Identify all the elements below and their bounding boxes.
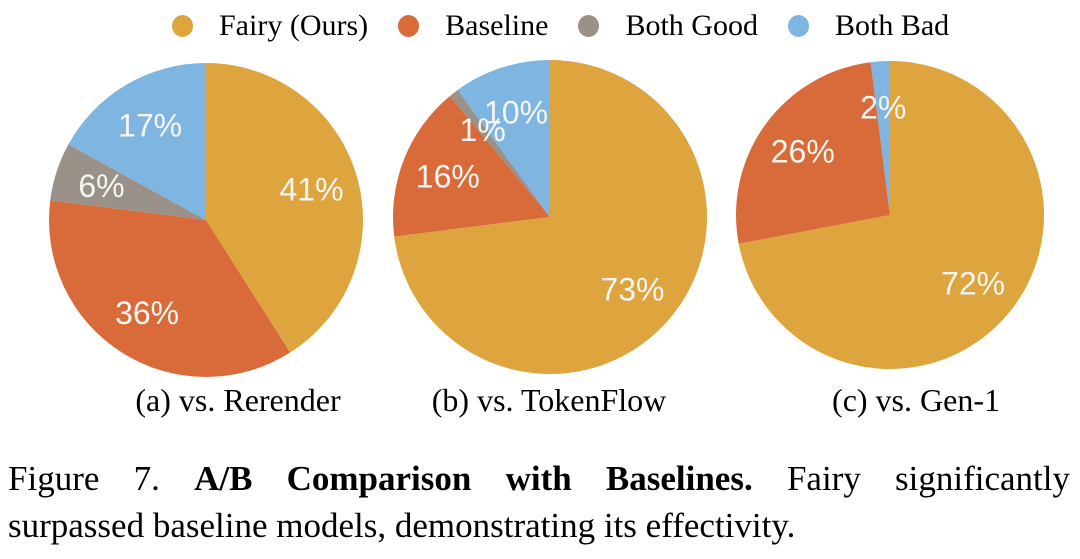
pie-pct-label-both_bad: 17% — [118, 107, 182, 143]
pie-slice-baseline — [49, 200, 291, 377]
caption-line-1: Figure 7. A/B Comparison with Baselines.… — [8, 455, 1070, 502]
legend-label-both-good: Both Good — [625, 9, 758, 42]
pie-pct-label-both_good: 6% — [78, 168, 124, 204]
caption-line1-rest: Fairy significantly — [786, 459, 1070, 498]
pie-slice-both_good — [449, 89, 550, 217]
legend-label-both-bad: Both Bad — [834, 9, 950, 42]
both-good-swatch-icon — [578, 15, 600, 37]
pie-slice-both_bad — [457, 60, 550, 217]
pie-slice-baseline — [393, 96, 550, 237]
subcaption-vs-gen1: (c) vs. Gen-1 — [832, 382, 1000, 418]
legend-label-baseline: Baseline — [445, 9, 549, 42]
pie-pct-label-baseline: 36% — [115, 295, 179, 331]
pie-slice-fairy — [738, 61, 1044, 369]
pie-pct-label-both_bad: 2% — [860, 89, 906, 125]
pie-pct-label-fairy: 73% — [600, 272, 664, 308]
pie-chart-vs-gen1: 72% 26% 2% — [736, 61, 1044, 369]
pie-pct-label-baseline: 26% — [771, 134, 835, 170]
legend-item-both-bad: Both Bad — [787, 8, 950, 44]
fairy-swatch-icon — [172, 15, 193, 37]
pie-slice-baseline — [736, 62, 890, 244]
legend-item-both-good: Both Good — [578, 8, 758, 44]
pie-slice-both_bad — [68, 63, 206, 220]
pie-chart-vs-rerender: 41% 36% 6% 17% — [49, 63, 363, 377]
pie-pct-label-fairy: 41% — [280, 171, 344, 207]
legend-item-fairy: Fairy (Ours) — [172, 8, 368, 44]
pie-chart-vs-tokenflow: 73% 16% 1%10% — [393, 60, 707, 374]
pie-slice-fairy — [206, 63, 363, 353]
pie-slice-both_bad — [870, 61, 890, 215]
caption-figure-label: Figure 7. — [8, 459, 160, 498]
legend-label-fairy: Fairy (Ours) — [219, 9, 369, 42]
pie-pct-label-both_good: 1% — [460, 112, 506, 148]
pie-pct-label-both_bad: 10% — [484, 94, 548, 130]
legend-item-baseline: Baseline — [398, 8, 548, 44]
subcaption-vs-tokenflow: (b) vs. TokenFlow — [431, 382, 667, 418]
legend: Fairy (Ours) Baseline Both Good Both Bad — [172, 8, 949, 44]
subcaption-vs-rerender: (a) vs. Rerender — [135, 382, 341, 418]
both-bad-swatch-icon — [787, 15, 809, 37]
caption-bold-title: A/B Comparison with Baselines. — [194, 459, 753, 498]
pie-pct-label-fairy: 72% — [941, 266, 1005, 302]
caption-line-2: surpassed baseline models, demonstrating… — [8, 506, 796, 545]
pie-slice-both_good — [50, 144, 206, 220]
figure-caption: Figure 7. A/B Comparison with Baselines.… — [8, 455, 1070, 549]
pie-pct-label-baseline: 16% — [416, 159, 480, 195]
pie-slice-fairy — [394, 60, 707, 374]
baseline-swatch-icon — [398, 15, 420, 37]
